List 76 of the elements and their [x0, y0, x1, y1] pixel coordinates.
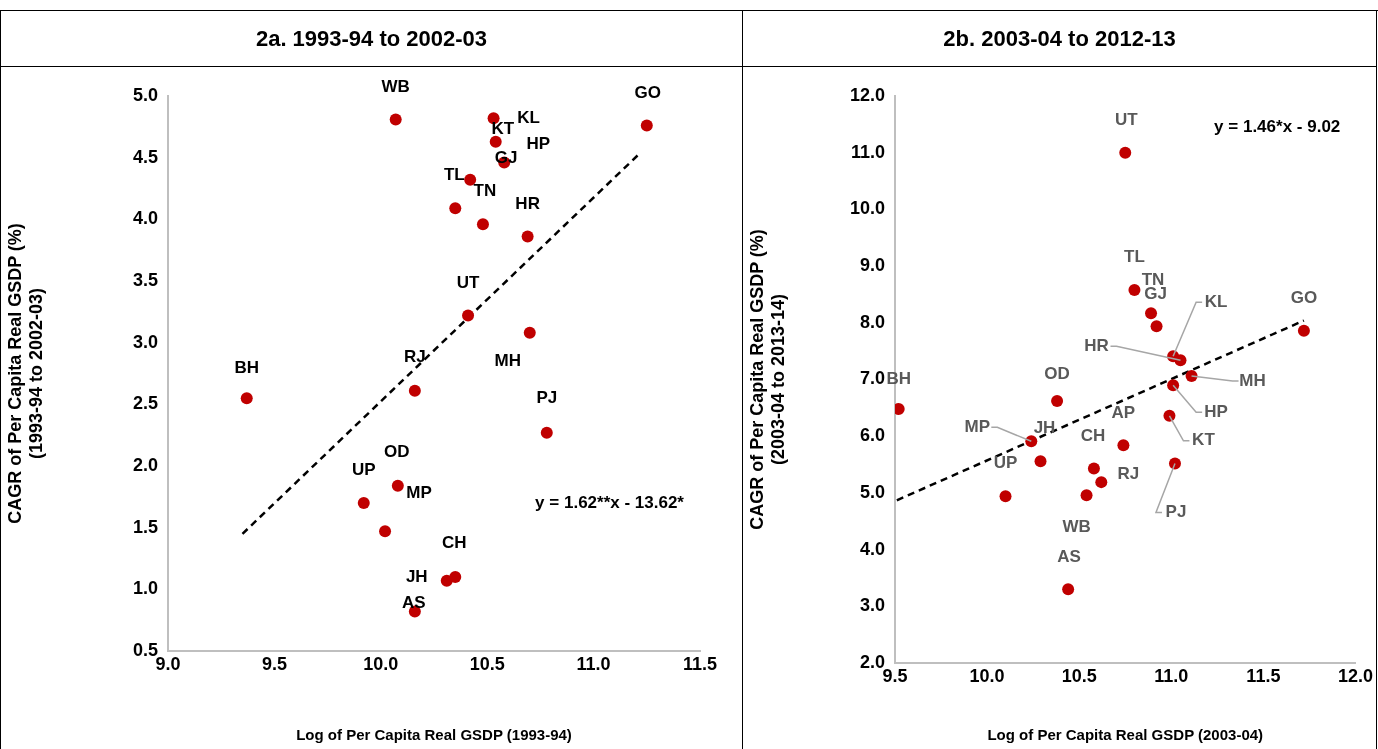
x-tick-label: 11.5: [682, 653, 718, 674]
annotation: GJ: [494, 147, 518, 167]
annotation: PJ: [1165, 502, 1187, 522]
annotation: HR: [1084, 335, 1109, 355]
y-tick-label: 3.5: [132, 269, 158, 290]
y-axis-title: CAGR of Per Capita Real GSDP (%) (2003-04 to 2013-14): [746, 229, 789, 530]
y-tick-label: 3.0: [132, 331, 158, 352]
annotation: HP: [526, 134, 551, 154]
annotation: RJ: [403, 347, 426, 367]
annotation: MP: [406, 483, 432, 503]
y-tick-label: 5.0: [859, 481, 885, 502]
annotation: AS: [1057, 546, 1081, 566]
annotation: TN: [473, 180, 497, 200]
y-tick-label: 8.0: [859, 311, 885, 332]
annotation: WB: [1062, 516, 1091, 536]
annotation: RJ: [1117, 463, 1140, 483]
y-tick-label: 1.5: [132, 516, 158, 537]
annotation: UT: [456, 273, 480, 293]
annotation: TL: [1124, 246, 1145, 266]
annotation: KL: [517, 107, 540, 127]
x-tick-label: 11.5: [1246, 665, 1281, 686]
y-tick-label: 3.0: [859, 595, 885, 616]
annotation: UT: [1114, 110, 1139, 130]
y-tick-label: 12.0: [849, 84, 885, 105]
annotation: WB: [381, 77, 410, 97]
x-tick-label: 10.5: [469, 653, 505, 674]
y-tick-label: 1.0: [132, 578, 158, 599]
annotation: GO: [634, 83, 662, 103]
y-tick-label: 4.0: [132, 208, 158, 229]
annotation: JH: [1033, 417, 1056, 437]
y-tick-label: 5.0: [132, 84, 158, 105]
x-tick-label: 10.0: [969, 665, 1005, 686]
annotation: AS: [402, 593, 426, 613]
annotation: UP: [993, 452, 1018, 472]
annotation: KL: [1204, 291, 1228, 311]
annotation: UP: [351, 459, 376, 479]
y-tick-label: 11.0: [850, 141, 885, 162]
annotation: PJ: [536, 388, 558, 408]
annotation: OD: [1044, 363, 1070, 383]
annotation: CH: [442, 532, 467, 552]
annotation: GO: [1290, 288, 1318, 308]
x-tick-label: 10.5: [1061, 665, 1097, 686]
y-tick-label: 7.0: [859, 368, 885, 389]
y-tick-label: 4.0: [859, 538, 885, 559]
y-tick-label: 4.5: [132, 146, 158, 167]
y-tick-label: 10.0: [849, 198, 885, 219]
y-tick-label: 9.0: [859, 255, 885, 276]
y-tick-label: 2.5: [132, 393, 158, 414]
x-tick-label: 9.5: [261, 653, 287, 674]
chart-title: 2a. 1993-94 to 2002-03: [1, 11, 742, 67]
annotation: MH: [494, 351, 521, 371]
annotation: BH: [886, 368, 911, 388]
annotation: KT: [1192, 430, 1216, 450]
annotation: CH: [1080, 426, 1106, 446]
annotation: MH: [1239, 370, 1266, 390]
x-axis-title: Log of Per Capita Real GSDP (1993-94): [296, 726, 572, 744]
y-axis-title: CAGR of Per Capita Real GSDP (%) (1993-94 to 2002-03): [4, 223, 47, 524]
x-tick-label: 11.0: [576, 653, 611, 674]
annotation: y = 1.46*x - 9.02: [1214, 116, 1341, 136]
x-tick-label: 11.0: [1154, 665, 1189, 686]
annotation: TL: [443, 164, 465, 184]
annotation: BH: [234, 357, 260, 377]
x-axis-title: Log of Per Capita Real GSDP (2003-04): [987, 726, 1264, 744]
chart-title: 2b. 2003-04 to 2012-13: [743, 11, 1376, 67]
annotation: HP: [1204, 401, 1228, 421]
annotation: AP: [1111, 402, 1136, 422]
annotation: JH: [405, 567, 428, 587]
annotation: HR: [515, 194, 540, 214]
y-tick-label: 2.0: [132, 454, 158, 475]
y-tick-label: 6.0: [859, 425, 885, 446]
annotation: OD: [384, 442, 410, 462]
x-tick-label: 12.0: [1337, 665, 1374, 686]
annotation: MP: [964, 416, 991, 436]
annotation: KT: [491, 119, 515, 139]
x-tick-label: 10.0: [363, 653, 399, 674]
annotation: y = 1.62**x - 13.62*: [535, 492, 685, 512]
